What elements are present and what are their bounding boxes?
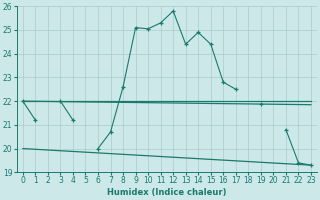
X-axis label: Humidex (Indice chaleur): Humidex (Indice chaleur) [107,188,227,197]
